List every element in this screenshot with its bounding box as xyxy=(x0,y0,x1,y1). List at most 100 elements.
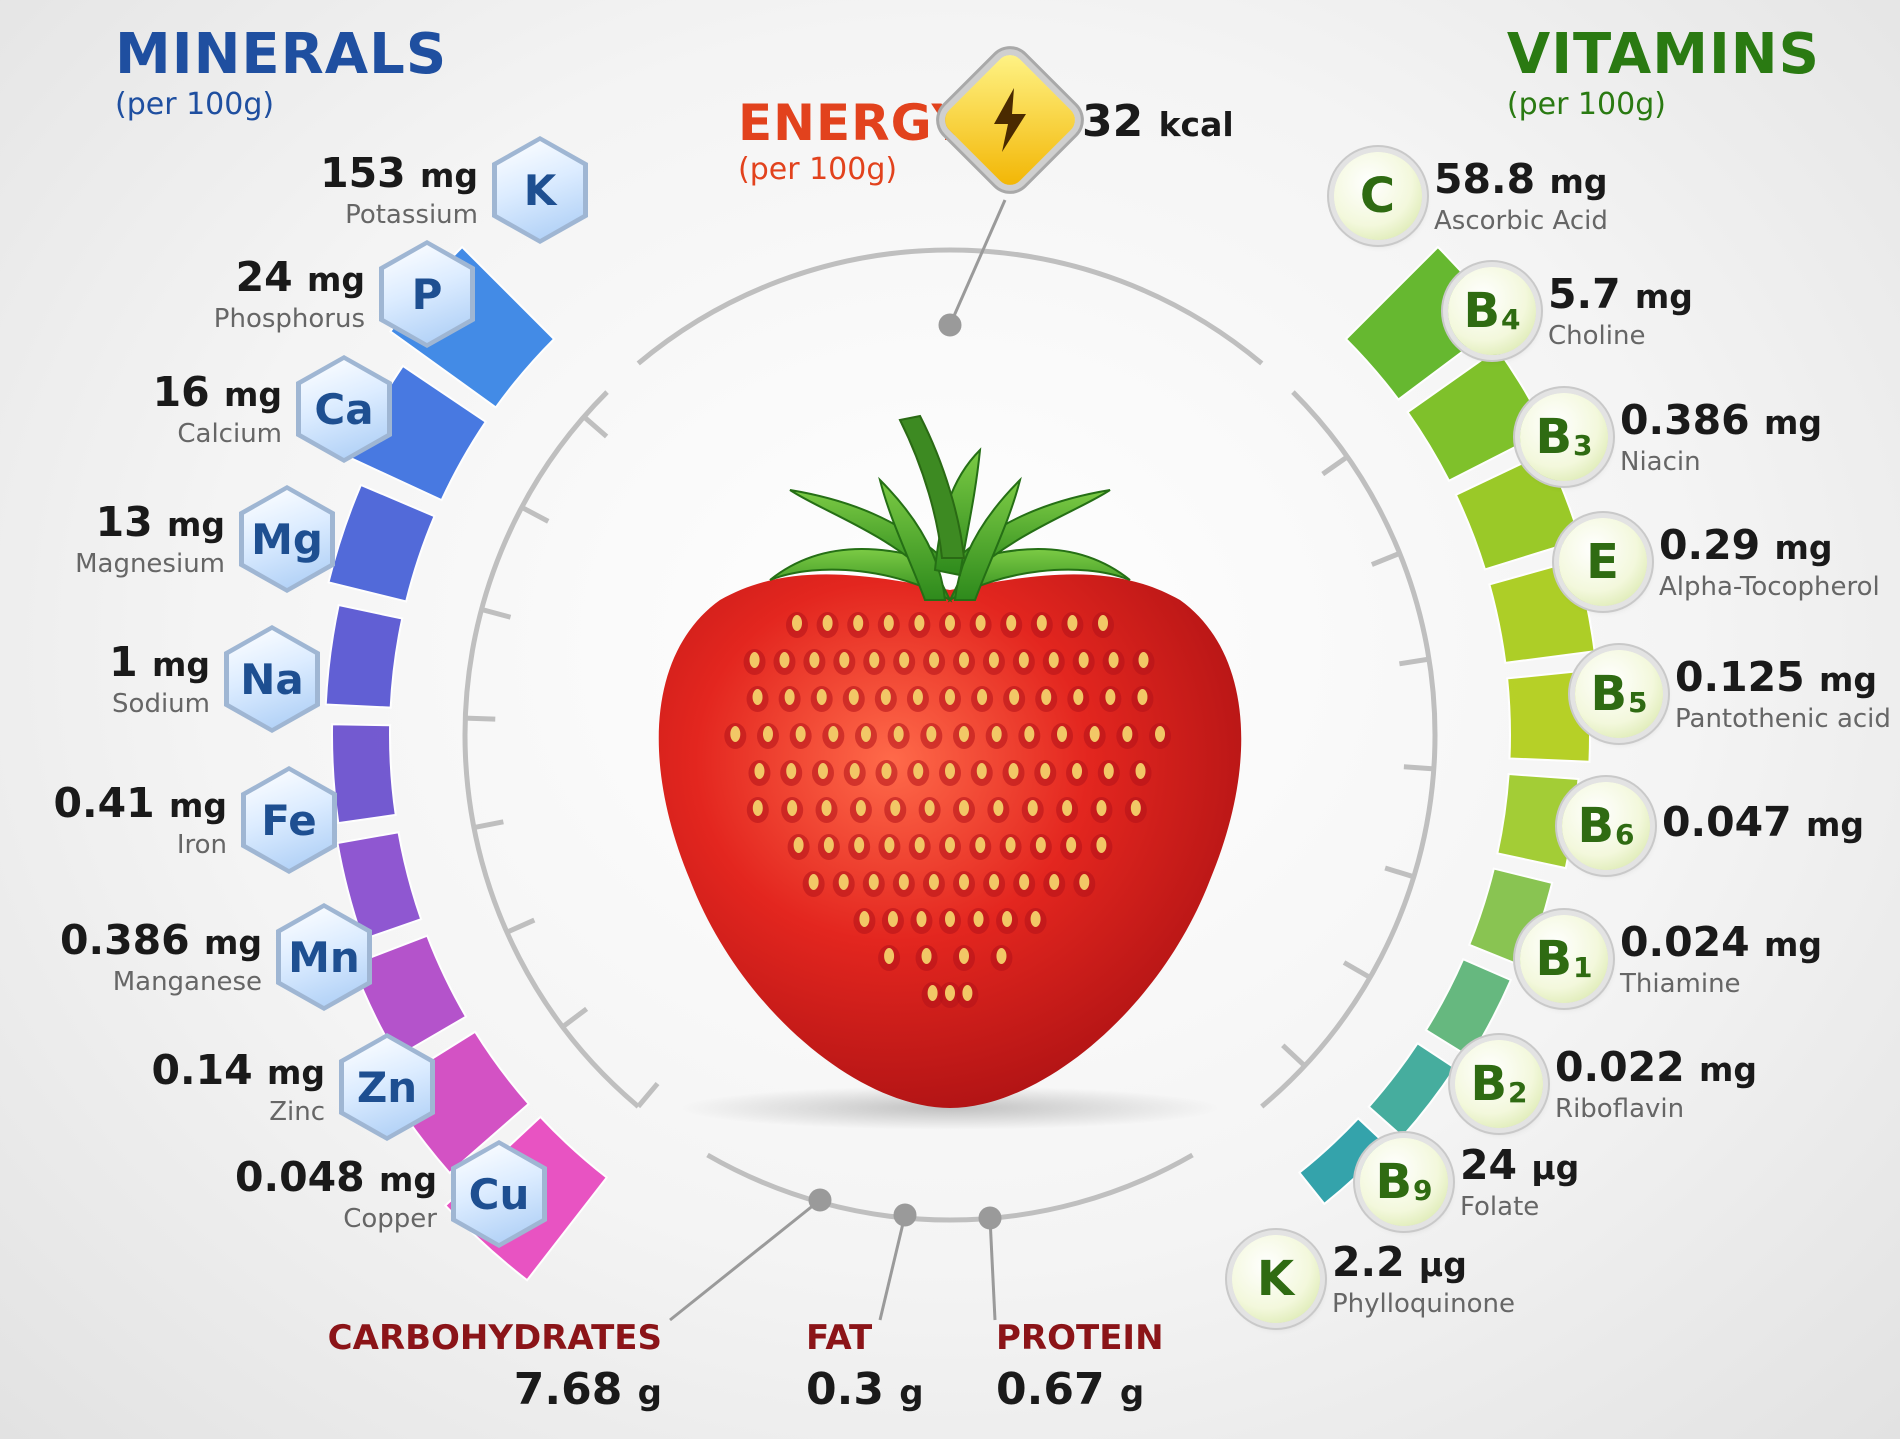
macro-unit: g xyxy=(899,1373,924,1413)
mineral-name: Magnesium xyxy=(75,548,225,579)
energy-bolt-icon xyxy=(939,49,1081,191)
vitamin-letter: E xyxy=(1586,534,1619,590)
strawberry-leaves-icon xyxy=(769,447,1131,603)
mineral-amount: 0.386 xyxy=(60,915,190,964)
vitamin-letter: B xyxy=(1375,1154,1413,1210)
mineral-item-mg: 13 mg Magnesium Mg xyxy=(75,485,335,593)
connector-lines xyxy=(669,199,1007,1322)
mineral-amount: 0.14 xyxy=(151,1045,253,1094)
mineral-symbol: Mg xyxy=(251,514,323,564)
vitamin-name: Folate xyxy=(1460,1191,1540,1222)
minerals-title: MINERALS xyxy=(115,22,448,87)
mineral-hex-icon: Mg xyxy=(239,485,335,593)
vitamins-header: VITAMINS (per 100g) xyxy=(1507,22,1820,122)
mineral-unit: mg xyxy=(166,504,225,544)
macro-amount: 7.68 xyxy=(513,1364,623,1415)
mineral-amount: 0.048 xyxy=(235,1152,365,1201)
vitamin-letter: B xyxy=(1577,798,1615,854)
vitamin-amount: 0.386 xyxy=(1620,395,1750,444)
macro-amount: 0.67 xyxy=(996,1364,1105,1415)
mineral-name: Iron xyxy=(176,829,227,860)
mineral-name: Copper xyxy=(343,1203,437,1234)
vitamin-amount: 5.7 xyxy=(1548,269,1621,318)
vitamin-letter: K xyxy=(1256,1251,1295,1307)
macro-unit: g xyxy=(1119,1373,1145,1413)
macro-label: PROTEIN xyxy=(996,1318,1164,1358)
vitamin-name: Riboflavin xyxy=(1555,1093,1685,1124)
mineral-name: Sodium xyxy=(112,688,210,719)
vitamin-circle-icon: E xyxy=(1559,518,1647,606)
minerals-header: MINERALS (per 100g) xyxy=(115,22,447,122)
vitamin-name: Alpha-Tocopherol xyxy=(1659,571,1880,602)
mineral-item-cu: 0.048 mg Copper Cu xyxy=(235,1140,547,1248)
vitamin-subscript: 3 xyxy=(1573,428,1593,462)
energy-label: ENERGY xyxy=(738,94,969,152)
vitamin-item-c: C 58.8 mg Ascorbic Acid xyxy=(1334,152,1608,240)
mineral-item-k: 153 mg Potassium K xyxy=(320,136,588,244)
mineral-name: Phosphorus xyxy=(213,303,365,334)
mineral-name: Calcium xyxy=(177,418,282,449)
energy-value: 32 kcal xyxy=(1082,100,1234,144)
vitamin-subscript: 1 xyxy=(1573,950,1593,984)
vitamin-name: Thiamine xyxy=(1620,968,1741,999)
mineral-unit: mg xyxy=(419,155,478,195)
vitamin-subscript: 2 xyxy=(1508,1075,1528,1109)
mineral-item-fe: 0.41 mg Iron Fe xyxy=(54,766,337,874)
vitamin-amount: 2.2 xyxy=(1332,1237,1405,1286)
vitamin-amount: 24 xyxy=(1460,1140,1518,1189)
macro-label: FAT xyxy=(806,1318,873,1358)
vitamin-circle-icon: K xyxy=(1232,1235,1320,1323)
mineral-symbol: Fe xyxy=(261,795,317,845)
macro-label: CARBOHYDRATES xyxy=(327,1318,662,1358)
energy-header: ENERGY (per 100g) xyxy=(738,94,969,187)
mineral-symbol: P xyxy=(411,269,443,319)
mineral-item-ca: 16 mg Calcium Ca xyxy=(153,355,392,463)
mineral-item-mn: 0.386 mg Manganese Mn xyxy=(60,903,372,1011)
mineral-hex-icon: Mn xyxy=(276,903,372,1011)
vitamin-unit: mg xyxy=(1774,527,1833,567)
mineral-unit: mg xyxy=(151,644,210,684)
vitamin-letter: B xyxy=(1470,1056,1508,1112)
vitamins-per: (per 100g) xyxy=(1506,87,1666,122)
macro-carbohydrates: CARBOHYDRATES 7.68 g xyxy=(328,1318,662,1415)
mineral-name: Potassium xyxy=(345,199,478,230)
mineral-hex-icon: Fe xyxy=(241,766,337,874)
mineral-amount: 24 xyxy=(235,252,293,301)
mineral-symbol: Mn xyxy=(288,932,360,982)
mineral-hex-icon: Cu xyxy=(451,1140,547,1248)
energy-amount: 32 xyxy=(1082,96,1144,147)
vitamin-unit: mg xyxy=(1818,659,1877,699)
vitamins-title: VITAMINS xyxy=(1506,22,1820,87)
vitamin-amount: 0.047 xyxy=(1662,797,1792,846)
vitamin-item-e: E 0.29 mg Alpha-Tocopherol xyxy=(1559,518,1880,606)
mineral-amount: 1 xyxy=(109,637,138,686)
vitamin-amount: 0.29 xyxy=(1659,520,1761,569)
vitamin-amount: 0.125 xyxy=(1675,652,1805,701)
mineral-unit: mg xyxy=(378,1159,437,1199)
vitamin-amount: 58.8 xyxy=(1434,154,1536,203)
mineral-symbol: K xyxy=(523,165,557,215)
strawberry-stem-icon xyxy=(898,414,966,559)
vitamin-amount: 0.024 xyxy=(1620,917,1750,966)
strawberry-seeds xyxy=(724,612,1172,1008)
vitamin-letter: B xyxy=(1535,409,1573,465)
vitamin-letter: B xyxy=(1463,283,1501,339)
vitamin-name: Pantothenic acid xyxy=(1675,703,1891,734)
vitamin-subscript: 9 xyxy=(1413,1173,1433,1207)
mineral-symbol: Ca xyxy=(314,384,374,434)
vitamin-unit: mg xyxy=(1698,1049,1757,1089)
vitamin-letter: B xyxy=(1535,931,1573,987)
mineral-item-na: 1 mg Sodium Na xyxy=(109,625,320,733)
mineral-unit: mg xyxy=(266,1052,325,1092)
macro-fat: FAT 0.3 g xyxy=(806,1318,924,1415)
vitamin-name: Choline xyxy=(1548,320,1646,351)
vitamin-name: Ascorbic Acid xyxy=(1434,205,1608,236)
vitamin-name: Niacin xyxy=(1620,446,1701,477)
mineral-unit: mg xyxy=(203,922,262,962)
